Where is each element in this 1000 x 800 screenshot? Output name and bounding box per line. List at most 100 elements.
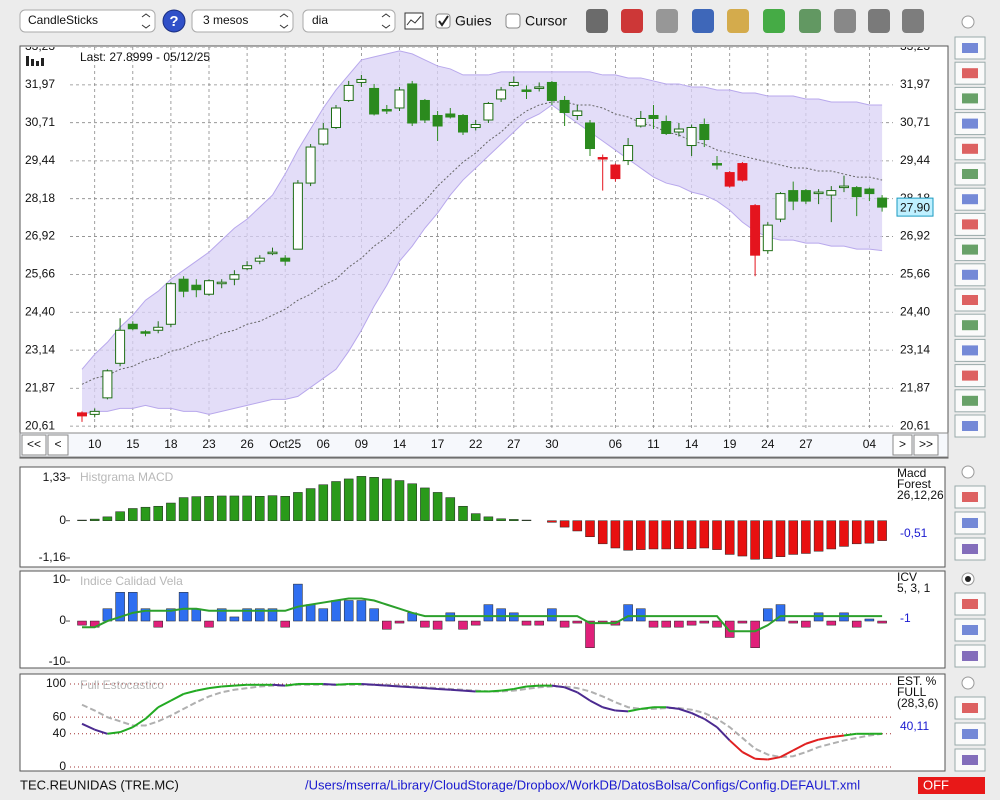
logo-bar	[26, 56, 29, 66]
toolbar-icon[interactable]	[586, 9, 608, 33]
nav-button[interactable]	[892, 434, 913, 456]
radio-button[interactable]	[961, 15, 975, 29]
stoch-segment	[81, 722, 96, 731]
toolbar-icon[interactable]	[834, 9, 856, 33]
hist-bar	[470, 620, 481, 626]
x-tick-label: 06	[317, 437, 331, 451]
stoch-segment	[805, 738, 819, 745]
candle-body	[115, 329, 126, 364]
checkbox[interactable]	[505, 13, 521, 29]
y-tick-label: 29,44	[900, 153, 930, 167]
x-tick-label: 18	[164, 437, 178, 451]
candle-body	[369, 87, 380, 115]
x-tick-label: 11	[647, 437, 660, 451]
hist-bar	[77, 519, 87, 521]
stoch-segment	[157, 699, 172, 709]
toolbar-icon[interactable]	[868, 9, 890, 33]
config-path[interactable]: /Users/mserra/Library/CloudStorage/Dropb…	[305, 777, 860, 792]
candle-body	[191, 284, 202, 291]
stoch-segment	[437, 687, 451, 691]
nav-button[interactable]	[913, 434, 939, 456]
toolbar-icon[interactable]	[763, 9, 785, 33]
candle-body	[877, 197, 888, 208]
hist-bar	[597, 520, 608, 545]
hist-bar	[255, 496, 265, 521]
tool-icon	[962, 544, 978, 554]
radio-button[interactable]	[961, 676, 975, 690]
tool-icon	[962, 320, 978, 331]
x-tick-label: 17	[431, 437, 445, 451]
hist-bar	[356, 600, 367, 622]
hist-bar	[128, 592, 138, 622]
candle-body	[775, 193, 786, 220]
select[interactable]	[302, 9, 396, 33]
candle-body	[737, 163, 748, 181]
candle-body	[127, 323, 138, 330]
y-tick-label: 25,66	[900, 267, 930, 281]
y-tick-label: 31,97	[25, 77, 55, 91]
candle-body	[229, 274, 240, 280]
candle-body	[216, 281, 227, 285]
radio-button[interactable]	[961, 465, 975, 479]
chevron	[279, 13, 289, 29]
y-tick-label: 30,71	[900, 115, 930, 129]
select[interactable]	[191, 9, 294, 33]
x-tick-label: 22	[469, 437, 483, 451]
select-label: 3 mesos	[203, 13, 248, 27]
state-badge[interactable]	[918, 777, 985, 794]
tool-icon	[962, 625, 978, 635]
toolbar-icon[interactable]	[621, 9, 643, 33]
help-icon: ?	[169, 13, 178, 30]
hist-bar	[509, 519, 519, 521]
candle-body	[699, 124, 710, 141]
stoch-segment	[234, 683, 248, 687]
hist-bar	[559, 620, 570, 628]
candle-body	[521, 89, 532, 92]
hist-bar	[813, 520, 824, 552]
candle-body	[419, 99, 430, 121]
hist-bar	[496, 518, 506, 521]
candle-body	[864, 188, 875, 195]
hist-bar	[280, 496, 290, 521]
candle-body	[546, 81, 557, 101]
stoch-segment	[780, 749, 794, 758]
tool-icon	[962, 169, 978, 179]
band-middle	[81, 101, 883, 385]
hist-bar	[102, 516, 113, 521]
candle-body	[305, 146, 316, 184]
toolbar-icon[interactable]	[727, 9, 749, 33]
stoch-segment	[513, 685, 527, 690]
candle-body	[280, 257, 291, 262]
hist-bar	[724, 520, 735, 555]
candle-body	[788, 190, 799, 202]
candle-body	[648, 114, 659, 119]
candle-body	[292, 182, 303, 250]
stoch-segment	[691, 712, 705, 720]
tool-icon	[962, 370, 978, 381]
toolbar-icon[interactable]	[692, 9, 714, 33]
toolbar-icon[interactable]	[656, 9, 678, 33]
hist-bar	[445, 497, 456, 521]
toolbar-icon[interactable]	[902, 9, 924, 33]
stoch-segment	[196, 687, 210, 692]
candle-body	[77, 412, 87, 417]
toolbar-icon[interactable]	[799, 9, 821, 33]
hist-bar	[242, 495, 252, 521]
hist-bar	[293, 492, 303, 521]
hist-bar	[77, 620, 87, 626]
chart-button[interactable]	[404, 12, 424, 30]
hist-bar	[712, 620, 722, 628]
select[interactable]	[19, 9, 156, 33]
tool-icon	[962, 395, 978, 406]
nav-button[interactable]	[21, 434, 47, 456]
candle-body	[597, 157, 608, 160]
help-button[interactable]	[162, 9, 186, 33]
tool-icon	[962, 295, 978, 305]
hist-bar	[305, 488, 316, 521]
stochastic-panel	[19, 673, 946, 772]
candle-body	[432, 114, 443, 127]
band-upper	[81, 50, 883, 370]
hist-bar	[128, 508, 138, 521]
nav-button[interactable]	[47, 434, 69, 456]
